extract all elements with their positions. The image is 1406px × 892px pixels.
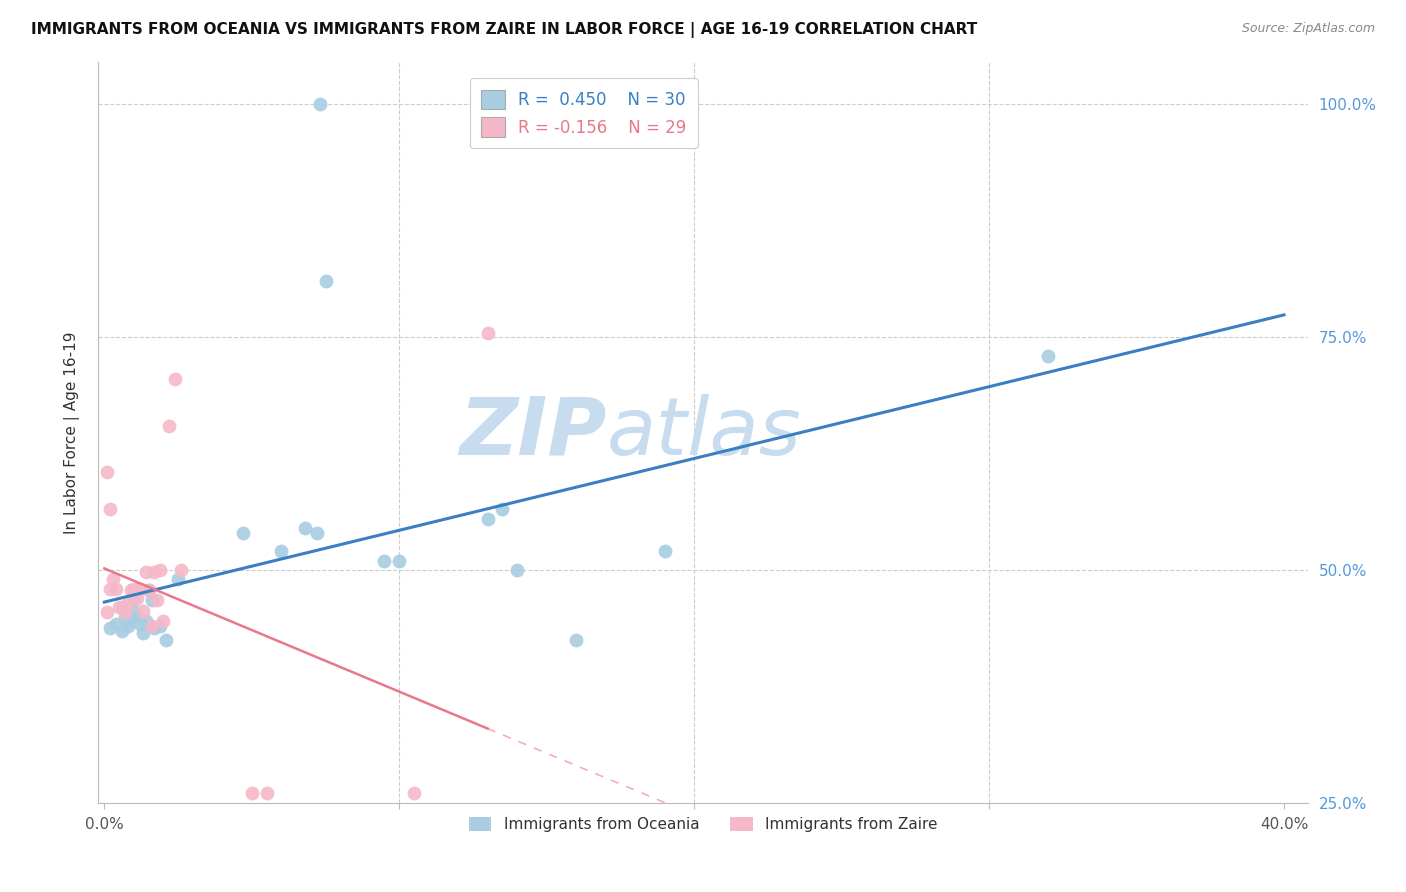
Point (165, 372, 187, 386)
Text: ZIP: ZIP (458, 393, 606, 472)
Point (294, 521, 316, 535)
Point (157, 418, 180, 433)
Point (120, 614, 142, 628)
Point (565, 632, 588, 647)
Point (96, 465, 118, 479)
Point (138, 583, 160, 598)
Point (111, 600, 134, 615)
Point (167, 572, 190, 586)
Point (105, 582, 128, 596)
Point (98, 582, 121, 596)
Point (149, 563, 172, 577)
Point (477, 512, 499, 526)
Y-axis label: In Labor Force | Age 16-19: In Labor Force | Age 16-19 (63, 331, 80, 534)
Point (654, 544, 676, 558)
Point (105, 617, 128, 632)
Point (256, 787, 278, 801)
Point (111, 624, 134, 638)
Point (506, 563, 529, 577)
Point (122, 582, 145, 596)
Point (1036, 349, 1059, 363)
Point (122, 592, 145, 607)
Point (149, 619, 172, 633)
Text: Source: ZipAtlas.com: Source: ZipAtlas.com (1241, 22, 1375, 36)
Point (170, 563, 193, 577)
Point (388, 865, 411, 880)
Text: atlas: atlas (606, 393, 801, 472)
Point (131, 604, 153, 618)
Point (98, 621, 121, 635)
Point (141, 619, 163, 633)
Point (305, 525, 328, 540)
Point (232, 525, 254, 540)
Point (152, 614, 174, 628)
Point (240, 787, 263, 801)
Point (143, 565, 166, 579)
Point (624, 863, 647, 877)
Point (114, 605, 136, 619)
Point (308, 97, 330, 112)
Point (143, 621, 166, 635)
Point (135, 565, 157, 579)
Point (131, 626, 153, 640)
Point (388, 554, 411, 568)
Point (270, 544, 292, 558)
Point (125, 591, 148, 605)
Point (125, 609, 148, 624)
Point (108, 600, 131, 615)
Point (138, 583, 160, 598)
Point (114, 611, 136, 625)
Point (117, 619, 139, 633)
Point (120, 583, 142, 598)
Point (128, 617, 150, 632)
Point (117, 596, 139, 610)
Point (491, 502, 513, 516)
Point (128, 582, 150, 596)
Legend: Immigrants from Oceania, Immigrants from Zaire: Immigrants from Oceania, Immigrants from… (461, 809, 945, 839)
Point (315, 274, 337, 288)
Point (155, 632, 177, 647)
Point (98, 502, 121, 516)
Point (122, 605, 145, 619)
Point (141, 592, 163, 607)
Point (96, 605, 118, 619)
Text: IMMIGRANTS FROM OCEANIA VS IMMIGRANTS FROM ZAIRE IN LABOR FORCE | AGE 16-19 CORR: IMMIGRANTS FROM OCEANIA VS IMMIGRANTS FR… (31, 22, 977, 38)
Point (101, 572, 124, 586)
Point (477, 326, 499, 340)
Point (402, 787, 425, 801)
Point (146, 592, 169, 607)
Point (373, 554, 395, 568)
Point (135, 614, 157, 628)
